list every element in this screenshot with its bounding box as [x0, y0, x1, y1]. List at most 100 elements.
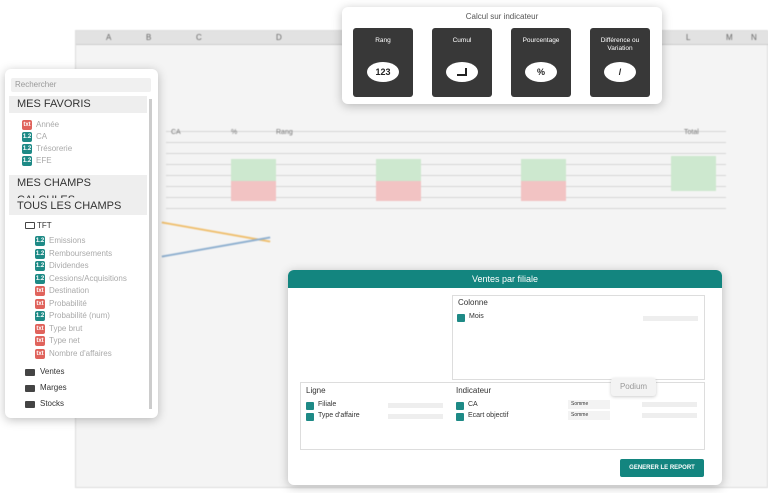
field-label: Type d'affaire [318, 412, 360, 419]
row-line [166, 164, 726, 165]
calc-icon: / [604, 62, 636, 82]
checkbox[interactable] [456, 413, 464, 421]
cumul-icon [457, 68, 467, 76]
folder-label[interactable]: Ventes [40, 367, 65, 376]
type-badge: 1.2 [35, 248, 45, 259]
field-label[interactable]: Emissions [49, 236, 86, 245]
type-badge: txt [35, 336, 45, 346]
calc-icon: % [525, 62, 557, 82]
folder-icon [25, 401, 35, 408]
field-label: CA [468, 401, 478, 408]
field-label[interactable]: Probabilité [49, 298, 87, 308]
calc-button-label: Différence ou Variation [600, 37, 640, 52]
row-line [166, 142, 726, 143]
tooltip: Podium [611, 378, 656, 396]
field-bar [388, 414, 443, 419]
field-label: Ecart objectif [468, 412, 509, 419]
row-line [166, 197, 726, 198]
calc-button[interactable]: Cumul [432, 28, 492, 97]
type-badge: 1.2 [35, 311, 45, 321]
row-line [166, 208, 726, 209]
field-label[interactable]: Cessions/Acquisitions [49, 273, 127, 283]
box-title: Colonne [458, 298, 488, 307]
field-label[interactable]: Remboursements [49, 248, 113, 258]
field-bar [388, 403, 443, 408]
field-label[interactable]: Année [36, 120, 60, 129]
calc-button[interactable]: Différence ou Variation / [590, 28, 650, 97]
dropdown[interactable]: Somme [568, 411, 610, 420]
podium-bar [642, 413, 697, 418]
column-header: N [751, 33, 757, 42]
box-title: Ligne [306, 386, 326, 395]
row-line [166, 186, 726, 187]
field-label[interactable]: CA [36, 132, 48, 141]
column-box [452, 295, 705, 380]
field-label: Mois [469, 313, 484, 320]
search-box[interactable]: Rechercher [11, 78, 151, 92]
generate-button[interactable]: GENERER LE REPORT [620, 459, 704, 477]
cell-block [231, 181, 276, 201]
column-header: B [146, 33, 152, 42]
section-header[interactable]: TOUS LES CHAMPS [9, 198, 147, 215]
field-label[interactable]: Type brut [49, 323, 83, 333]
field-label[interactable]: Destination [49, 286, 90, 295]
cell-block [376, 181, 421, 201]
field-label[interactable]: Probabilité (num) [49, 311, 110, 320]
field-label: Filiale [318, 401, 337, 408]
type-badge: 1.2 [22, 132, 32, 142]
cell-block [521, 181, 566, 201]
podium-bar [642, 402, 697, 407]
type-badge: txt [35, 348, 45, 359]
calc-button[interactable]: Pourcentage% [511, 28, 571, 97]
calc-icon [446, 62, 478, 82]
checkbox[interactable] [306, 402, 314, 410]
column-header: L [686, 33, 691, 42]
folder-icon [25, 369, 35, 376]
type-badge: 1.2 [35, 261, 45, 271]
field-label[interactable]: Type net [49, 336, 80, 345]
type-badge: 1.2 [35, 236, 45, 246]
column-header: D [276, 33, 282, 42]
calc-button-label: Cumul [452, 37, 472, 44]
type-badge: 1.2 [22, 144, 32, 154]
calc-button[interactable]: Rang 123 [353, 28, 413, 97]
checkbox[interactable] [457, 314, 465, 322]
calc-panel: Calcul sur indicateur Rang 123 Cumul Pource… [342, 7, 662, 104]
cell-header: Rang [276, 129, 293, 136]
field-label[interactable]: Nombre d'affaires [49, 348, 112, 358]
bottom-box [300, 382, 705, 450]
field-label[interactable]: Dividendes [49, 261, 89, 270]
calc-title: Calcul sur indicateur [465, 12, 539, 21]
folder-label[interactable]: TFT [37, 221, 52, 230]
folder-icon [25, 222, 35, 229]
row-line [166, 175, 726, 176]
box-title: Indicateur [456, 386, 492, 395]
row-line [166, 153, 726, 154]
chart-line [161, 236, 271, 258]
report-title: Ventes par filiale [288, 270, 722, 288]
calc-button-label: Rang [375, 37, 391, 44]
checkbox[interactable] [456, 402, 464, 410]
report-panel: Ventes par filiale Colonne Mois Ligne Filia… [288, 270, 722, 485]
type-badge: txt [35, 286, 45, 296]
calc-button-label: Pourcentage [522, 37, 560, 44]
section-header: MES FAVORIS [9, 96, 147, 113]
type-badge: 1.2 [35, 273, 45, 284]
type-badge: txt [22, 120, 32, 130]
sidebar: Rechercher MES FAVORIS txt Année 1.2 CA 1.2 Tré… [5, 69, 158, 418]
field-label[interactable]: EFE [36, 156, 52, 165]
calc-icon: 123 [367, 62, 399, 82]
cell-block [671, 156, 716, 191]
row-line [166, 131, 726, 132]
folder-label[interactable]: Stocks [40, 399, 65, 408]
column-header: A [106, 33, 112, 42]
folder-label[interactable]: Marges [40, 383, 67, 392]
column-header: C [196, 33, 202, 42]
checkbox[interactable] [306, 413, 314, 421]
dropdown[interactable]: Somme [568, 400, 610, 409]
cell-header: % [231, 129, 238, 136]
field-label[interactable]: Trésorerie [36, 144, 73, 153]
scrollbar [149, 99, 152, 409]
cell-header: Total [684, 129, 699, 136]
